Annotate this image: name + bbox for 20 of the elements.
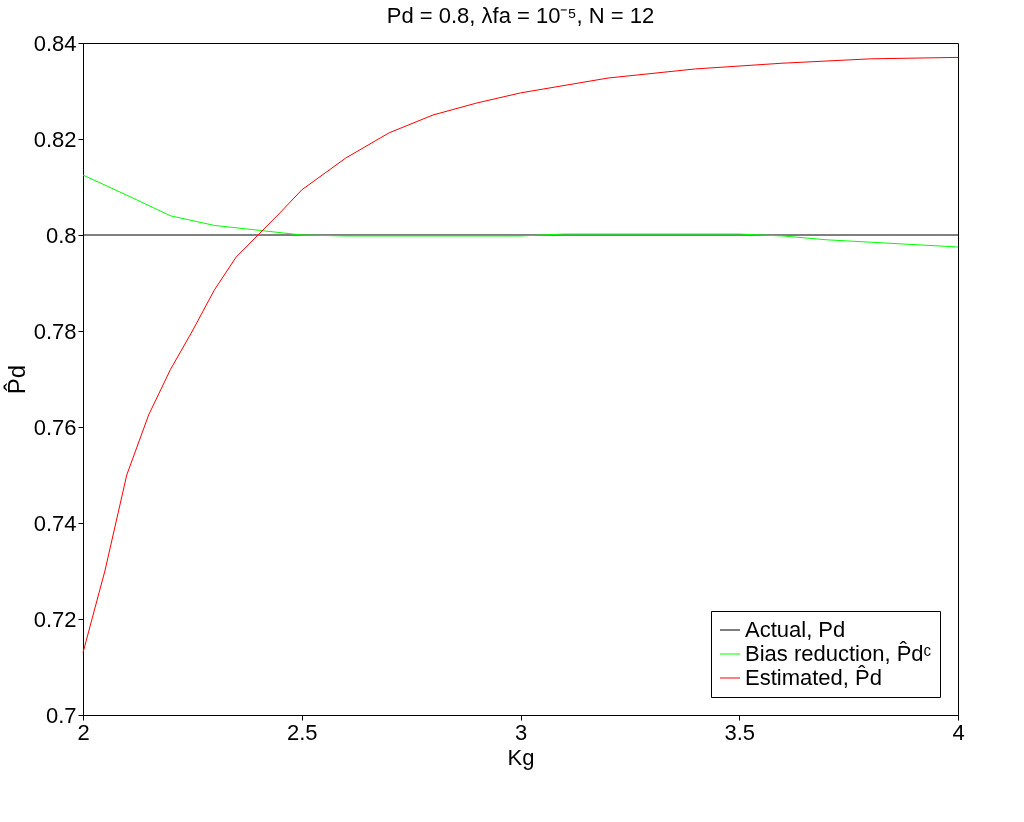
x-axis-title: Kg [507, 744, 535, 770]
y-tick-label: 0.78 [33, 318, 77, 344]
legend-label: Bias reduction, P̂dᶜ [745, 641, 932, 666]
y-axis-title: P̂d [2, 364, 30, 395]
y-tick-label: 0.72 [33, 606, 77, 632]
chart-title: Pd = 0.8, λfa = 10⁻⁵, N = 12 [386, 3, 655, 28]
y-tick-label: 0.76 [33, 414, 77, 440]
y-tick-label: 0.8 [45, 222, 77, 248]
x-tick-label: 2 [77, 719, 90, 745]
x-tick-label: 3 [514, 719, 528, 745]
y-tick-label: 0.82 [33, 126, 77, 152]
line-series [82, 174, 959, 248]
y-tick-label: 0.84 [33, 30, 77, 56]
x-tick-label: 2.5 [286, 719, 318, 745]
x-tick-label: 3.5 [724, 719, 756, 745]
x-tick-label: 4 [952, 719, 965, 745]
y-tick-label: 0.74 [33, 510, 77, 536]
legend-label: Estimated, P̂d [745, 665, 882, 690]
y-tick-label: 0.7 [45, 702, 77, 728]
legend-label: Actual, Pd [745, 617, 846, 642]
